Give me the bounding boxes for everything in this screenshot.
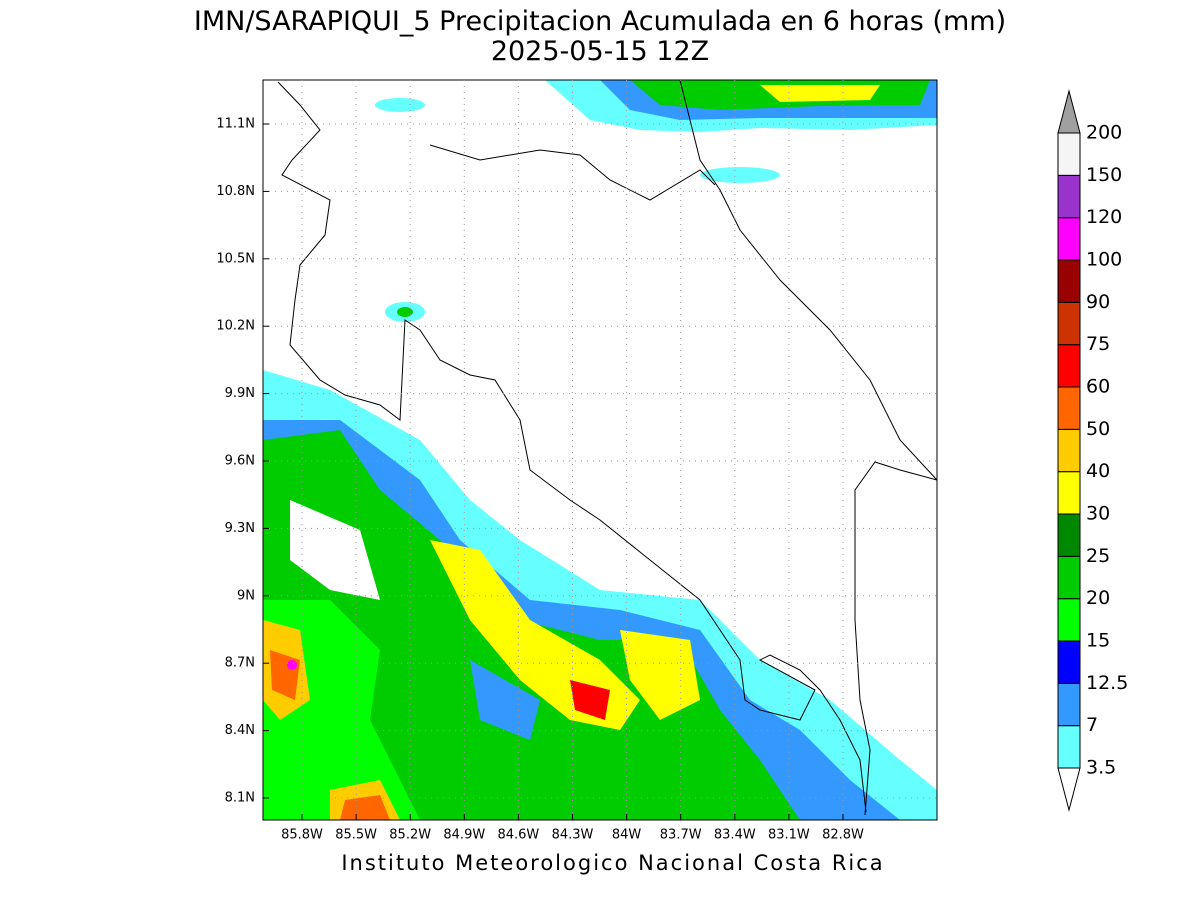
lon-label: 82.8W	[822, 828, 864, 843]
colorbar-band	[1057, 344, 1081, 388]
precip-field	[263, 80, 937, 820]
lat-label: 9.3N	[225, 521, 255, 536]
colorbar-label: 200	[1086, 122, 1122, 144]
colorbar-band	[1057, 640, 1081, 684]
colorbar-under	[1057, 767, 1081, 812]
colorbar-band	[1057, 471, 1081, 515]
lon-label: 84.3W	[552, 828, 594, 843]
colorbar-band	[1057, 428, 1081, 473]
colorbar-band	[1057, 386, 1081, 430]
colorbar-label: 20	[1086, 587, 1110, 609]
colorbar-label: 40	[1086, 460, 1110, 482]
colorbar-band	[1057, 513, 1081, 557]
colorbar-band	[1057, 598, 1081, 642]
lat-label: 10.8N	[216, 184, 255, 199]
lat-label: 10.5N	[216, 251, 255, 266]
colorbar-label: 7	[1086, 714, 1098, 736]
lon-label: 83.7W	[660, 828, 702, 843]
colorbar-label: 90	[1086, 291, 1110, 313]
colorbar-label: 30	[1086, 503, 1110, 525]
lon-label: 84W	[612, 828, 642, 843]
colorbar-band	[1057, 682, 1081, 727]
map-footer: Instituto Meteorologico Nacional Costa R…	[341, 851, 884, 875]
colorbar-label: 3.5	[1086, 757, 1116, 779]
colorbar-over	[1057, 89, 1081, 134]
lat-label: 9.9N	[225, 386, 255, 401]
lon-label: 83.4W	[714, 828, 756, 843]
colorbar-label: 75	[1086, 333, 1110, 355]
colorbar-label: 15	[1086, 630, 1110, 652]
colorbar-band	[1057, 217, 1081, 261]
colorbar-label: 12.5	[1086, 672, 1128, 694]
colorbar-band	[1057, 555, 1081, 600]
map-frame	[262, 79, 938, 821]
lon-label: 83.1W	[768, 828, 810, 843]
lat-label: 8.4N	[225, 723, 255, 738]
lat-label: 9N	[237, 588, 255, 603]
map-subtitle: 2025-05-15 12Z	[491, 36, 709, 67]
colorbar-band	[1057, 174, 1081, 219]
colorbar-label: 25	[1086, 545, 1110, 567]
colorbar-band	[1057, 259, 1081, 303]
coastline	[277, 80, 937, 816]
lat-label: 8.7N	[225, 656, 255, 671]
lat-label: 11.1N	[216, 117, 255, 132]
lon-label: 85.5W	[335, 828, 377, 843]
lat-label: 9.6N	[225, 454, 255, 469]
colorbar-label: 100	[1086, 249, 1122, 271]
lat-label: 10.2N	[216, 319, 255, 334]
colorbar-label: 120	[1086, 206, 1122, 228]
colorbar-label: 150	[1086, 164, 1122, 186]
lon-label: 84.9W	[443, 828, 485, 843]
colorbar-label: 60	[1086, 376, 1110, 398]
lon-label: 84.6W	[497, 828, 539, 843]
lat-label: 8.1N	[225, 791, 255, 806]
colorbar-band	[1057, 132, 1081, 176]
colorbar-label: 50	[1086, 418, 1110, 440]
colorbar-band	[1057, 301, 1081, 346]
lon-label: 85.2W	[389, 828, 431, 843]
lon-label: 85.8W	[281, 828, 323, 843]
map-title: IMN/SARAPIQUI_5 Precipitacion Acumulada …	[194, 6, 1006, 37]
colorbar-band	[1057, 725, 1081, 769]
